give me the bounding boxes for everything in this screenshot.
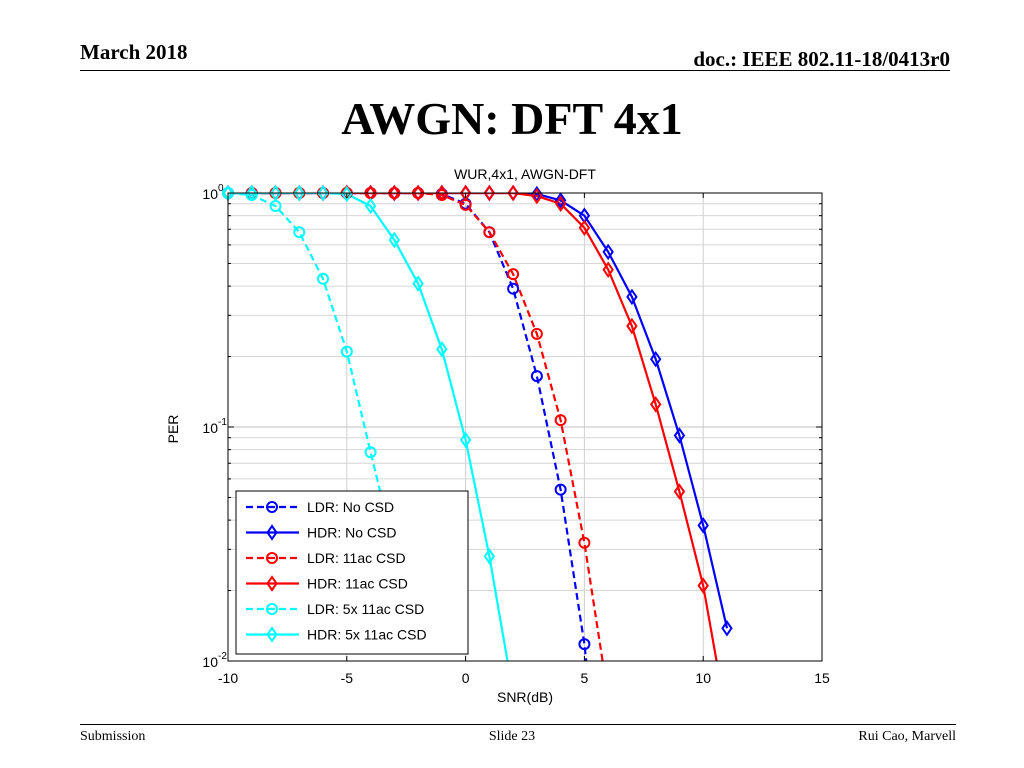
- x-tick-label: -10: [218, 670, 238, 686]
- series-4-point: [340, 345, 353, 358]
- x-axis-label: SNR(dB): [497, 689, 553, 705]
- series-line-0: [228, 193, 588, 661]
- series-2-point: [507, 268, 520, 281]
- legend-marker-3: [266, 575, 278, 592]
- legend-label-5: HDR: 5x 11ac CSD: [307, 627, 427, 643]
- header-divider: [80, 70, 950, 71]
- y-tick-label-base: 10: [202, 186, 218, 202]
- x-tick-label: 5: [581, 670, 589, 686]
- series-5-point: [436, 340, 448, 358]
- legend-label-3: HDR: 11ac CSD: [307, 576, 408, 592]
- series-5-point: [364, 197, 377, 215]
- chart-title: WUR,4x1, AWGN-DFT: [454, 166, 596, 182]
- series-3-point: [531, 187, 543, 205]
- series-1-point: [649, 350, 662, 368]
- series-1-point: [673, 427, 686, 444]
- series-5-point: [317, 184, 329, 202]
- slide-title: AWGN: DFT 4x1: [341, 93, 683, 144]
- footer-slide-number: Slide 23: [488, 729, 536, 744]
- series-0-point: [530, 370, 543, 383]
- series-3-point: [507, 184, 519, 202]
- series-3-point: [554, 195, 567, 212]
- y-axis-label: PER: [165, 415, 181, 444]
- footer-author: Rui Cao, Marvell: [858, 729, 956, 744]
- legend: LDR: No CSD HDR: No CSD LDR: 11ac CSD HDR: …: [235, 490, 469, 655]
- series-1-point: [626, 288, 638, 306]
- markers-layer: [222, 184, 733, 651]
- series-5-point: [483, 548, 496, 565]
- series-3-point: [412, 184, 424, 202]
- legend-marker-5: [266, 626, 278, 643]
- x-tick-label: -5: [341, 670, 354, 686]
- series-3-point: [578, 219, 591, 237]
- series-5-point: [412, 275, 424, 292]
- legend-label-4: LDR: 5x 11ac CSD: [307, 601, 424, 617]
- series-line-3: [228, 193, 718, 661]
- series-1-point: [721, 620, 733, 637]
- y-tick-label-exponent: -2: [218, 651, 227, 662]
- x-tick-label: 10: [695, 670, 711, 686]
- series-5-point: [388, 231, 401, 249]
- series-5-point: [246, 184, 258, 202]
- series-1-point: [602, 243, 614, 261]
- series-4-point: [293, 226, 306, 239]
- series-3-point: [459, 184, 472, 202]
- series-3-point: [388, 184, 401, 202]
- series-0-point: [554, 483, 567, 496]
- series-5-point: [341, 185, 353, 203]
- series-5-point: [459, 431, 472, 449]
- series-3-point: [436, 184, 448, 202]
- series-2-point: [483, 226, 496, 239]
- series-line-2: [228, 193, 604, 661]
- y-tick-label-base: 10: [202, 420, 218, 436]
- x-tick-label: 0: [462, 670, 470, 686]
- series-5-point: [293, 184, 305, 202]
- legend-marker-1: [266, 524, 278, 541]
- series-3-point: [697, 577, 709, 594]
- footer-divider: [80, 724, 956, 725]
- series-1-point: [554, 192, 567, 209]
- series-0-point: [578, 638, 591, 651]
- series-2-point: [554, 414, 567, 427]
- series-0-point: [507, 282, 520, 295]
- series-3-point: [626, 317, 638, 335]
- series-3-point: [483, 184, 496, 202]
- series-2-point: [530, 327, 543, 340]
- series-3-point: [673, 483, 686, 500]
- legend-label-1: HDR: No CSD: [307, 525, 396, 541]
- series-3-point: [602, 261, 614, 278]
- footer-submission: Submission: [80, 729, 146, 744]
- legend-label-2: LDR: 11ac CSD: [307, 550, 406, 566]
- series-1-point: [531, 185, 543, 203]
- series-3-point: [649, 396, 662, 413]
- series-4-point: [317, 272, 330, 285]
- series-line-1: [228, 193, 729, 629]
- y-tick-label-exponent: 0: [218, 183, 224, 194]
- series-4-point: [364, 446, 377, 459]
- header-doc-id: doc.: IEEE 802.11-18/0413r0: [693, 47, 950, 71]
- series-5-point: [269, 184, 282, 202]
- series-2-point: [578, 536, 591, 549]
- header-date: March 2018: [80, 40, 188, 64]
- x-tick-label: 15: [814, 670, 830, 686]
- series-1-point: [697, 517, 709, 534]
- legend-marker-0: [266, 501, 278, 513]
- legend-box: [235, 490, 469, 655]
- y-tick-label-exponent: -1: [218, 417, 227, 428]
- legend-marker-2: [266, 552, 278, 564]
- series-line-5: [228, 193, 509, 661]
- legend-marker-4: [266, 603, 278, 615]
- legend-label-0: LDR: No CSD: [307, 499, 394, 515]
- y-tick-label-base: 10: [202, 654, 218, 670]
